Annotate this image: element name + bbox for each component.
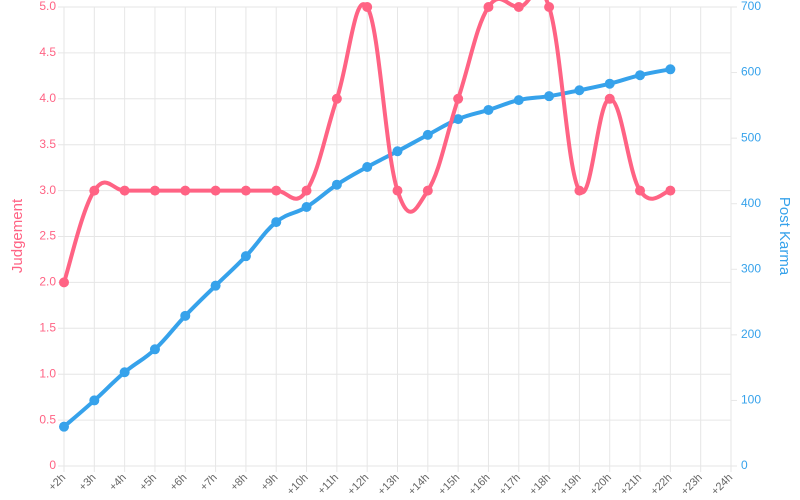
data-point: [604, 78, 615, 89]
x-tick-label: +16h: [467, 472, 493, 498]
x-tick-label: +7h: [198, 472, 220, 494]
y-tick-label: 4.5: [39, 45, 56, 59]
y-tick-label: 0.5: [39, 412, 56, 426]
data-point: [301, 201, 312, 212]
data-point: [59, 277, 69, 288]
y2-tick-label: 300: [741, 261, 761, 275]
data-point: [119, 367, 130, 378]
data-point: [483, 2, 494, 12]
x-tick-label: +21h: [618, 472, 644, 498]
data-point: [89, 395, 100, 406]
x-tick-label: +9h: [259, 472, 281, 494]
y-tick-label: 0: [49, 458, 56, 472]
x-tick-label: +11h: [316, 472, 341, 497]
data-point: [453, 114, 464, 125]
data-point: [119, 185, 130, 196]
data-point: [149, 185, 160, 196]
y2-axis-label: Post Karma: [776, 197, 793, 276]
y-tick-label: 1.5: [39, 320, 56, 334]
x-tick-label: +13h: [376, 472, 402, 498]
data-point: [665, 64, 676, 75]
data-point: [271, 217, 282, 228]
data-point: [513, 95, 524, 106]
data-point: [635, 185, 646, 196]
data-point: [180, 310, 191, 321]
data-point: [89, 185, 100, 196]
y-tick-label: 1.0: [39, 366, 56, 380]
data-point: [180, 185, 191, 196]
data-point: [574, 85, 585, 96]
y-tick-label: 2.0: [39, 275, 56, 289]
x-tick-label: +2h: [46, 472, 68, 494]
x-tick-label: +20h: [588, 472, 614, 498]
data-point: [392, 146, 403, 157]
x-tick-label: +24h: [709, 472, 735, 498]
x-tick-label: +17h: [497, 472, 523, 498]
data-point: [210, 280, 221, 291]
data-point: [271, 185, 282, 196]
data-point: [392, 185, 403, 196]
x-tick-label: +6h: [168, 472, 190, 494]
x-tick-label: +8h: [228, 472, 250, 494]
data-point: [513, 2, 524, 12]
y-tick-label: 5.0: [39, 0, 56, 13]
y-axis-label: Judgement: [9, 198, 26, 273]
data-point: [635, 70, 646, 81]
data-point: [362, 161, 373, 172]
y2-tick-label: 100: [741, 393, 761, 407]
data-point: [604, 93, 615, 104]
y-tick-label: 4.0: [39, 91, 56, 105]
x-tick-label: +15h: [436, 472, 462, 498]
data-point: [240, 251, 251, 262]
data-point: [665, 185, 676, 196]
data-point: [362, 2, 373, 12]
x-tick-label: +4h: [107, 472, 129, 494]
x-tick-label: +10h: [285, 472, 311, 498]
y2-tick-label: 200: [741, 327, 761, 341]
data-point: [544, 2, 555, 12]
y2-tick-label: 700: [741, 0, 761, 13]
data-point: [240, 185, 251, 196]
data-point: [149, 344, 160, 355]
data-point: [422, 185, 433, 196]
data-point: [422, 129, 433, 140]
data-point: [210, 185, 221, 196]
data-point: [453, 93, 464, 104]
y-tick-label: 2.5: [39, 229, 56, 243]
data-point: [544, 91, 555, 102]
data-point: [301, 185, 312, 196]
y2-tick-label: 0: [741, 458, 748, 472]
data-point: [331, 93, 342, 104]
y-tick-label: 3.5: [39, 137, 56, 151]
y2-tick-label: 400: [741, 196, 761, 210]
y-tick-label: 3.0: [39, 183, 56, 197]
y2-tick-label: 600: [741, 65, 761, 79]
data-point: [574, 185, 585, 196]
x-tick-label: +23h: [679, 472, 705, 498]
x-tick-label: +3h: [77, 472, 99, 494]
x-tick-label: +14h: [406, 472, 432, 498]
x-tick-label: +19h: [558, 472, 584, 498]
x-tick-label: +22h: [649, 472, 675, 498]
data-point: [483, 104, 494, 115]
x-tick-label: +12h: [345, 472, 371, 498]
data-point: [331, 179, 342, 190]
x-tick-label: +18h: [527, 472, 553, 498]
x-tick-label: +5h: [137, 472, 159, 494]
y2-tick-label: 500: [741, 130, 761, 144]
data-point: [59, 421, 69, 432]
